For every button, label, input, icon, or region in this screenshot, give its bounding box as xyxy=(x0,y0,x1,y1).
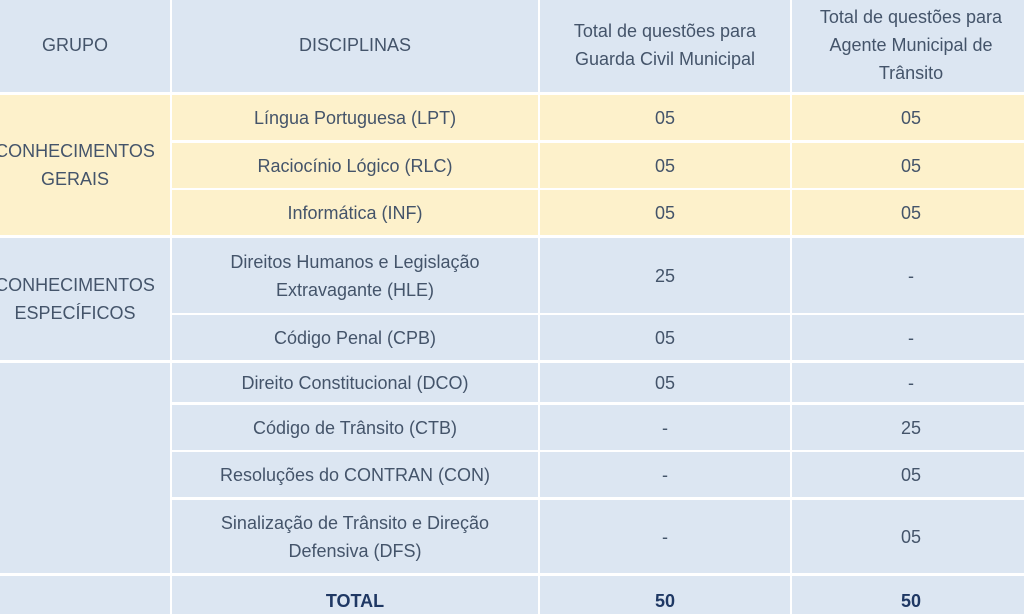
total-count: 50 xyxy=(792,576,1024,614)
column-header: DISCIPLINAS xyxy=(172,0,538,92)
question-count: 25 xyxy=(792,405,1024,450)
question-count: 05 xyxy=(792,190,1024,235)
column-header: Total de questões para Guarda Civil Muni… xyxy=(540,0,790,92)
total-count: 50 xyxy=(540,576,790,614)
total-cell xyxy=(0,576,170,614)
question-count: 05 xyxy=(540,315,790,360)
total-label: TOTAL xyxy=(172,576,538,614)
column-header: GRUPO xyxy=(0,0,170,92)
discipline: Direitos Humanos e Legislação Extravagan… xyxy=(172,238,538,313)
discipline: Sinalização de Trânsito e Direção Defens… xyxy=(172,500,538,573)
column-header: Total de questões para Agente Municipal … xyxy=(792,0,1024,92)
question-count: - xyxy=(540,452,790,497)
question-count: 05 xyxy=(540,363,790,402)
discipline: Direito Constitucional (DCO) xyxy=(172,363,538,402)
group-cell xyxy=(0,363,170,573)
discipline: Raciocínio Lógico (RLC) xyxy=(172,143,538,188)
discipline: Resoluções do CONTRAN (CON) xyxy=(172,452,538,497)
question-count: - xyxy=(792,315,1024,360)
question-count: - xyxy=(540,405,790,450)
question-count: 25 xyxy=(540,238,790,313)
group-label: CONHECIMENTOS GERAIS xyxy=(0,95,170,235)
question-count: 05 xyxy=(540,95,790,140)
question-count: - xyxy=(792,363,1024,402)
question-count: - xyxy=(792,238,1024,313)
question-count: 05 xyxy=(540,143,790,188)
discipline: Código Penal (CPB) xyxy=(172,315,538,360)
question-count: 05 xyxy=(792,500,1024,573)
question-count: 05 xyxy=(792,95,1024,140)
discipline: Informática (INF) xyxy=(172,190,538,235)
question-count: 05 xyxy=(792,452,1024,497)
discipline: Código de Trânsito (CTB) xyxy=(172,405,538,450)
question-count: 05 xyxy=(792,143,1024,188)
discipline: Língua Portuguesa (LPT) xyxy=(172,95,538,140)
group-label: CONHECIMENTOS ESPECÍFICOS xyxy=(0,238,170,360)
question-count: - xyxy=(540,500,790,573)
question-count: 05 xyxy=(540,190,790,235)
